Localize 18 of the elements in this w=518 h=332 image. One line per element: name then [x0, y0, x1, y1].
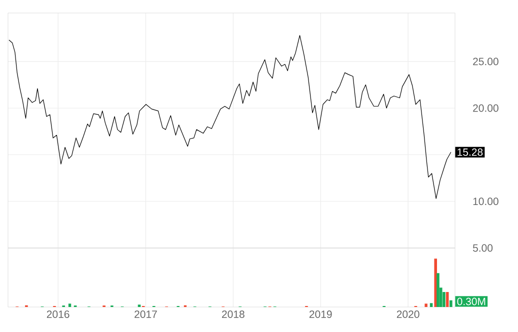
x-tick-label: 2018 — [222, 310, 244, 318]
bar — [436, 273, 440, 307]
y-tick-label: 25.00 — [473, 58, 498, 66]
y-tick-label: 10.00 — [473, 198, 498, 206]
bar — [68, 304, 72, 307]
bar — [424, 304, 428, 307]
bar — [434, 258, 438, 307]
bar — [450, 300, 452, 307]
annotation: 15.28 — [458, 148, 483, 156]
line-series — [8, 35, 452, 199]
text: 0.30M — [457, 298, 486, 306]
bar — [430, 303, 433, 307]
x-tick-label: 2019 — [309, 310, 332, 318]
x-tick-label: 2020 — [396, 310, 420, 318]
x-tick-label: 2016 — [46, 310, 70, 318]
y-tick-label: 5.00 — [472, 244, 493, 252]
y-tick-label: 20.00 — [473, 104, 498, 112]
x-tick-label: 2017 — [134, 310, 157, 318]
